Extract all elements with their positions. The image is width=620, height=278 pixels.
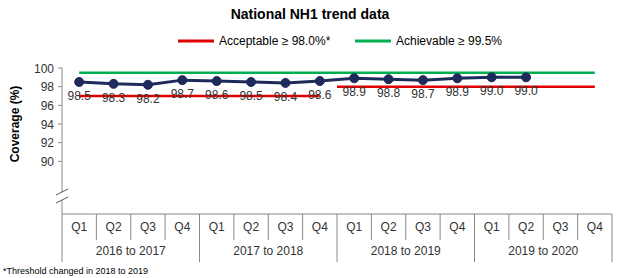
- data-label: 98.3: [102, 91, 126, 105]
- chart: National NH1 trend data Acceptable ≥ 98.0…: [0, 0, 620, 278]
- data-label: 98.7: [411, 87, 435, 101]
- y-tick-label: 100: [34, 62, 54, 76]
- data-label: 99.0: [514, 84, 538, 98]
- category-divider: [62, 214, 63, 262]
- data-label: 98.6: [205, 88, 229, 102]
- data-point: [109, 79, 118, 88]
- x-tick-label: Q3: [415, 220, 431, 234]
- y-tick: [58, 142, 62, 143]
- y-tick-label: 90: [41, 155, 55, 169]
- x-tick-label: Q1: [346, 220, 362, 234]
- category-divider: [577, 214, 578, 240]
- footnote: *Threshold changed in 2018 to 2019: [3, 266, 148, 276]
- data-point: [281, 78, 290, 87]
- data-label: 98.6: [308, 88, 332, 102]
- y-axis-label: Coverage (%): [8, 86, 22, 163]
- x-group-label: 2017 to 2018: [233, 244, 303, 258]
- legend-swatch: [355, 40, 391, 43]
- category-divider: [302, 214, 303, 240]
- data-point: [247, 78, 256, 87]
- y-tick-label: 98: [41, 80, 55, 94]
- x-tick-label: Q3: [277, 220, 293, 234]
- data-label: 98.5: [239, 89, 263, 103]
- category-divider: [165, 214, 166, 240]
- x-tick-label: Q2: [243, 220, 259, 234]
- category-divider: [130, 214, 131, 240]
- legend-label: Achievable ≥ 99.5%: [396, 34, 502, 48]
- y-tick-label: 96: [41, 99, 55, 113]
- data-point: [315, 77, 324, 86]
- y-tick: [58, 105, 62, 106]
- y-tick: [58, 124, 62, 125]
- category-divider: [233, 214, 234, 240]
- legend-swatch: [178, 40, 214, 43]
- axis-break: [56, 197, 68, 203]
- y-tick-label: 94: [41, 118, 55, 132]
- y-tick-label: 92: [41, 136, 55, 150]
- data-point: [75, 78, 84, 87]
- data-point: [350, 74, 359, 83]
- data-point: [143, 80, 152, 89]
- y-axis-line: [62, 180, 63, 192]
- title: National NH1 trend data: [231, 6, 390, 22]
- x-tick-label: Q3: [140, 220, 156, 234]
- category-divider: [612, 214, 613, 262]
- x-tick-label: Q1: [484, 220, 500, 234]
- data-point: [418, 76, 427, 85]
- data-point: [212, 77, 221, 86]
- x-tick-label: Q4: [587, 220, 603, 234]
- data-label: 98.9: [446, 85, 470, 99]
- x-tick-label: Q2: [518, 220, 534, 234]
- x-tick-label: Q4: [312, 220, 328, 234]
- y-tick: [58, 68, 62, 69]
- data-label: 98.9: [343, 85, 367, 99]
- y-tick: [58, 86, 62, 87]
- data-label: 98.5: [68, 89, 92, 103]
- x-group-label: 2018 to 2019: [371, 244, 441, 258]
- axis-break: [56, 189, 68, 195]
- x-tick-label: Q4: [174, 220, 190, 234]
- category-divider: [268, 214, 269, 240]
- y-axis-line: [62, 200, 63, 214]
- category-divider: [199, 214, 200, 262]
- category-divider: [474, 214, 475, 262]
- data-point: [522, 73, 531, 82]
- category-divider: [508, 214, 509, 240]
- data-point: [384, 75, 393, 84]
- data-label: 98.4: [274, 90, 298, 104]
- data-labels: 98.5 98.3 98.2 98.7 98.6 98.5 98.4 98.6 98.9 98.8…: [68, 84, 539, 105]
- legend-label: Acceptable ≥ 98.0%*: [219, 34, 331, 48]
- x-tick-label: Q4: [449, 220, 465, 234]
- data-label: 99.0: [480, 84, 504, 98]
- x-tick-label: Q3: [552, 220, 568, 234]
- x-group-label: 2019 to 2020: [508, 244, 578, 258]
- category-divider: [440, 214, 441, 240]
- data-point: [453, 74, 462, 83]
- x-group-label: 2016 to 2017: [96, 244, 166, 258]
- category-divider: [543, 214, 544, 240]
- data-label: 98.2: [136, 92, 160, 106]
- category-divider: [96, 214, 97, 240]
- category-divider: [371, 214, 372, 240]
- category-divider: [405, 214, 406, 240]
- x-tick-label: Q2: [381, 220, 397, 234]
- x-tick-label: Q1: [209, 220, 225, 234]
- x-tick-label: Q1: [71, 220, 87, 234]
- y-tick: [58, 161, 62, 162]
- threshold-line: [79, 71, 595, 74]
- data-point: [487, 73, 496, 82]
- data-label: 98.8: [377, 86, 401, 100]
- data-point: [178, 76, 187, 85]
- data-label: 98.7: [171, 87, 195, 101]
- category-divider: [337, 214, 338, 262]
- x-tick-label: Q2: [106, 220, 122, 234]
